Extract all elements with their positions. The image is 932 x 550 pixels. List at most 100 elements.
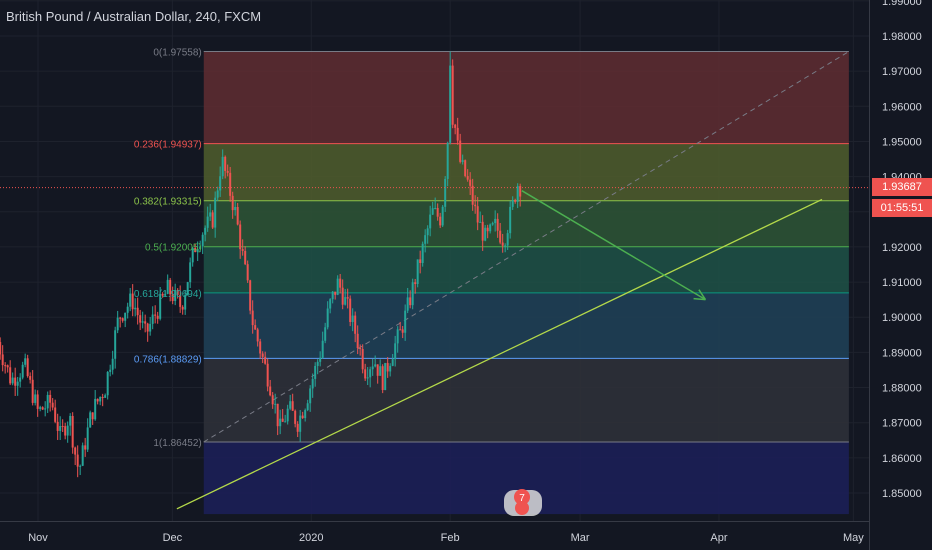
candle-body — [344, 297, 347, 305]
candle-body — [319, 357, 322, 362]
candle-body — [314, 365, 317, 379]
candle-body — [194, 247, 197, 253]
candle-body — [431, 208, 434, 215]
candle-body — [441, 206, 444, 226]
candle-body — [306, 403, 309, 411]
candle-body — [146, 323, 149, 332]
candle-body — [436, 208, 439, 217]
candle-body — [154, 314, 157, 316]
candle-body — [74, 447, 77, 455]
fib-band — [203, 358, 849, 442]
ascending-trendline — [176, 198, 823, 510]
event-badge[interactable]: 7 — [504, 489, 542, 516]
candle-body — [111, 358, 114, 370]
candle-body — [299, 415, 302, 432]
candle-body — [316, 361, 319, 366]
price-axis[interactable]: 1.85000 1.86000 1.87000 1.88000 1.89000 1.900… — [882, 0, 922, 500]
candle-body — [24, 358, 27, 365]
price-tick-label: 1.91000 — [882, 277, 922, 289]
time-tick-label: 2020 — [299, 532, 323, 544]
candle-body — [506, 233, 509, 246]
fibonacci-retracement[interactable] — [203, 51, 849, 515]
candle-body — [326, 308, 329, 328]
candle-body — [356, 333, 359, 349]
candle-body — [0, 342, 2, 355]
time-axis[interactable]: Nov Dec 2020 Feb Mar Apr May — [28, 532, 864, 544]
candle-body — [159, 293, 162, 319]
candle-body — [104, 395, 107, 398]
candle-body — [434, 208, 437, 210]
time-axis-border — [0, 521, 869, 522]
projection-arrow[interactable] — [521, 190, 707, 301]
candle-body — [79, 465, 82, 467]
candle-body — [414, 282, 417, 284]
candle-body — [66, 425, 69, 436]
candle-body — [269, 386, 272, 396]
candle-body — [424, 235, 427, 244]
candle-body — [106, 371, 109, 396]
chart-title: British Pound / Australian Dollar, 240, … — [6, 9, 262, 24]
candle-body — [271, 395, 274, 405]
candle-body — [204, 227, 207, 235]
candle-body — [134, 307, 137, 310]
trendline[interactable] — [0, 187, 869, 510]
price-tick-label: 1.87000 — [882, 418, 922, 430]
current-price-badge: 1.93687 — [872, 178, 932, 196]
candle-body — [336, 278, 339, 295]
bar-countdown-badge: 01:55:51 — [872, 199, 932, 217]
candle-body — [81, 445, 84, 466]
candle-body — [284, 421, 287, 423]
candle-body — [406, 297, 409, 311]
candle-body — [119, 317, 122, 319]
candle-body — [126, 306, 129, 313]
candle-body — [31, 379, 34, 403]
candle-body — [91, 412, 94, 420]
candle-body — [94, 398, 97, 420]
candle-body — [224, 156, 227, 171]
candle-body — [21, 364, 24, 378]
candle-body — [109, 369, 112, 372]
candle-body — [184, 294, 187, 310]
candle-body — [6, 365, 9, 368]
candle-body — [239, 224, 242, 250]
price-tick-label: 1.86000 — [882, 453, 922, 465]
fib-level-label: 0.618(1.90694) — [134, 289, 202, 300]
candle-body — [301, 415, 304, 419]
candle-body — [461, 160, 464, 162]
candle-body — [251, 310, 254, 326]
arrow-head — [693, 297, 706, 301]
candle-body — [349, 298, 352, 323]
candle-body — [504, 245, 507, 247]
candle-body — [211, 212, 214, 228]
candle-body — [171, 294, 174, 301]
candle-body — [516, 186, 519, 202]
candle-body — [286, 408, 289, 422]
time-tick-label: Apr — [710, 532, 727, 544]
candle-body — [484, 227, 487, 241]
candle-body — [501, 242, 504, 246]
candle-body — [381, 366, 384, 391]
candle-body — [514, 199, 517, 202]
candle-body — [164, 293, 167, 296]
price-tick-label: 1.85000 — [882, 488, 922, 500]
candle-body — [391, 359, 394, 366]
candle-body — [121, 318, 124, 321]
candle-body — [329, 299, 332, 309]
candle-body — [169, 279, 172, 295]
candle-body — [14, 377, 17, 386]
candle-body — [86, 427, 89, 450]
price-tick-label: 1.90000 — [882, 312, 922, 324]
candle-body — [366, 377, 369, 379]
candle-body — [1, 354, 4, 366]
candle-body — [486, 227, 489, 232]
candle-body — [499, 230, 502, 243]
candle-body — [429, 214, 432, 229]
candle-body — [419, 259, 422, 263]
candle-body — [199, 246, 202, 250]
candle-body — [44, 408, 47, 410]
candle-body — [101, 396, 104, 398]
fib-level-label: 0(1.97558) — [153, 48, 201, 59]
candle-body — [384, 363, 387, 391]
candle-body — [139, 315, 142, 323]
